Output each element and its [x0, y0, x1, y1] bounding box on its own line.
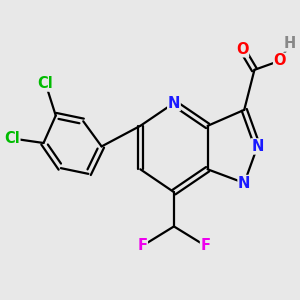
Text: O: O [274, 53, 286, 68]
Text: F: F [200, 238, 211, 253]
Text: N: N [168, 95, 180, 110]
Text: Cl: Cl [38, 76, 53, 91]
Text: Cl: Cl [4, 131, 20, 146]
Text: H: H [284, 36, 296, 51]
Text: N: N [251, 139, 264, 154]
Text: N: N [238, 176, 250, 190]
Text: O: O [236, 42, 248, 57]
Text: F: F [137, 238, 147, 253]
